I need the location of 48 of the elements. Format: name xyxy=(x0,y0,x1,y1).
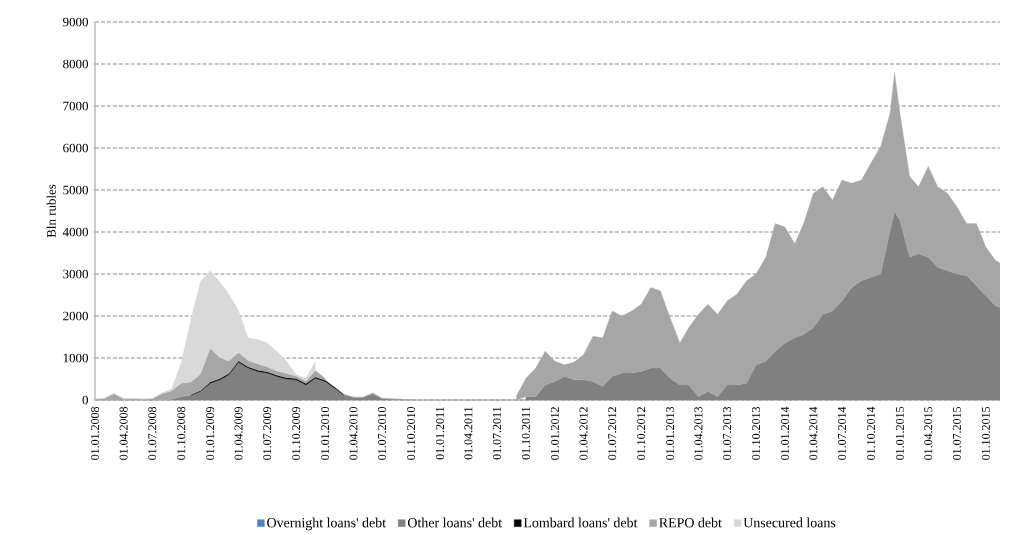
y-tick-label: 4000 xyxy=(62,227,88,237)
x-tick-label: 01.10.2010 xyxy=(406,406,416,460)
x-tick-label: 01.10.2015 xyxy=(981,406,990,460)
x-tick-label: 01.01.2014 xyxy=(780,406,790,460)
x-tick-label: 01.04.2014 xyxy=(809,406,818,460)
legend-label: Lombard loans' debt xyxy=(523,517,638,528)
x-tick-label: 01.01.2010 xyxy=(321,406,330,460)
x-tick-label: 01.04.2010 xyxy=(349,406,358,460)
x-tick-label: 01.01.2011 xyxy=(435,407,445,460)
x-tick-label: 01.10.2009 xyxy=(292,407,301,460)
x-tick-label: 01.10.2012 xyxy=(637,407,646,460)
x-tick-label: 01.01.2015 xyxy=(895,406,904,460)
x-tick-label: 01.10.2011 xyxy=(521,407,531,460)
x-tick-label: 01.01.2009 xyxy=(206,407,215,460)
y-tick-label: 1000 xyxy=(63,353,88,363)
x-tick-label: 01.07.2008 xyxy=(148,406,157,460)
x-tick-label: 01.01.2008 xyxy=(90,406,100,460)
legend-label: REPO debt xyxy=(659,517,722,528)
x-tick-label: 01.07.2009 xyxy=(263,407,272,460)
x-tick-label: 01.10.2008 xyxy=(177,406,186,460)
y-tick-label: 8000 xyxy=(63,59,88,69)
x-tick-label: 01.07.2014 xyxy=(837,406,847,460)
x-tick-label: 01.04.2015 xyxy=(924,406,933,460)
y-tick-label: 7000 xyxy=(63,101,88,111)
x-tick-label: 01.07.2012 xyxy=(608,407,617,460)
y-tick-label: 9000 xyxy=(63,17,88,27)
x-tick-label: 01.07.2011 xyxy=(492,407,502,460)
legend-label: Overnight loans' debt xyxy=(267,517,386,531)
legend-label: Unsecured loans xyxy=(743,517,836,528)
x-tick-label: 01.07.2013 xyxy=(723,406,732,460)
x-tick-label: 01.04.2009 xyxy=(234,407,243,460)
x-tick-label: 01.04.2013 xyxy=(694,406,703,460)
y-tick-label: 0 xyxy=(82,395,88,405)
x-tick-label: 01.04.2012 xyxy=(579,407,588,460)
x-tick-label: 01.07.2010 xyxy=(378,406,387,460)
x-tick-label: 01.07.2015 xyxy=(952,406,961,460)
x-tick-label: 01.10.2014 xyxy=(866,406,876,460)
y-axis-title: Bln rubles xyxy=(46,184,56,238)
legend-label: Other loans' debt xyxy=(407,517,502,528)
x-tick-label: 01.01.2012 xyxy=(550,407,559,460)
x-tick-label: 01.04.2008 xyxy=(119,406,128,460)
x-tick-label: 01.04.2011 xyxy=(464,407,473,460)
x-tick-label: 01.10.2013 xyxy=(751,406,761,460)
y-tick-label: 6000 xyxy=(63,143,88,153)
x-tick-label: 01.01.2013 xyxy=(666,406,675,460)
y-tick-label: 3000 xyxy=(63,269,88,279)
y-tick-label: 2000 xyxy=(63,311,88,321)
y-tick-label: 5000 xyxy=(63,185,88,195)
